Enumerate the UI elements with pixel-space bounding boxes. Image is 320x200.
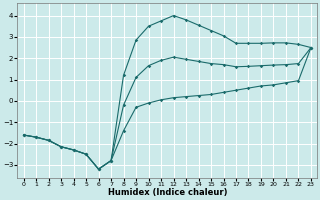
X-axis label: Humidex (Indice chaleur): Humidex (Indice chaleur) [108,188,227,197]
